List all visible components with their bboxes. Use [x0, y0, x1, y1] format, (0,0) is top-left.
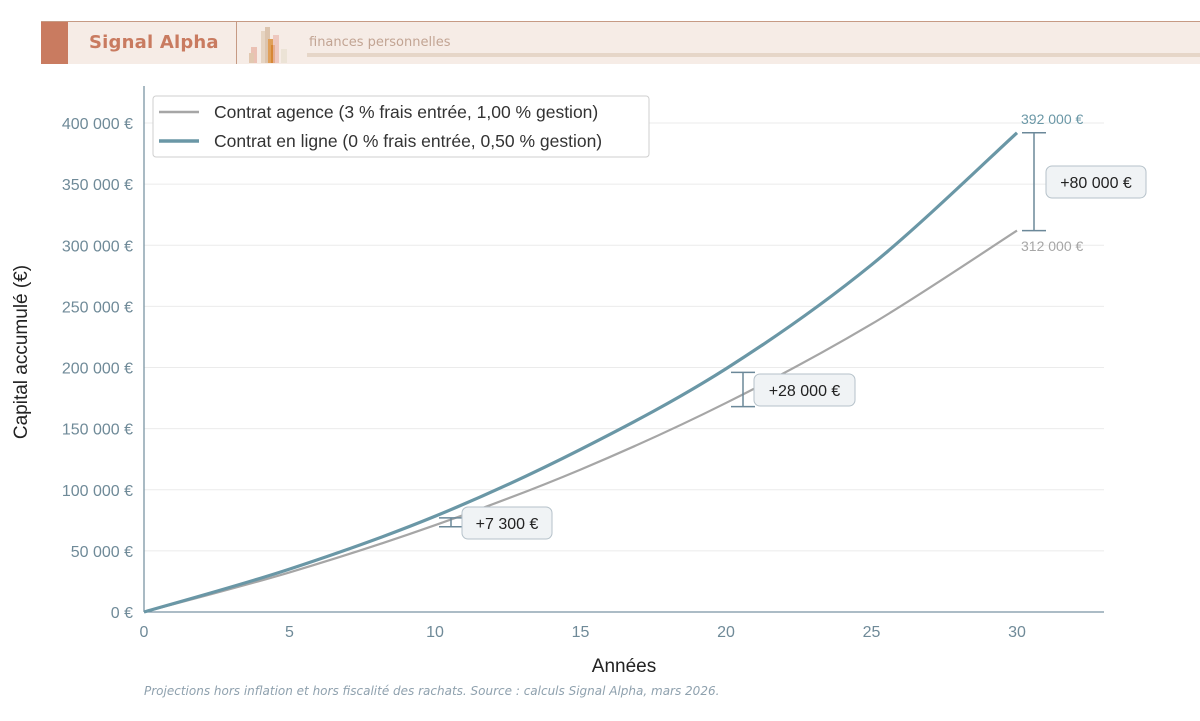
y-tick-label: 200 000 €	[62, 361, 133, 378]
endpoint-label-agency: 312 000 €	[1021, 238, 1083, 254]
x-tick-label: 10	[426, 624, 444, 641]
y-tick-label: 250 000 €	[62, 299, 133, 316]
x-tick-label: 0	[140, 624, 149, 641]
y-tick-label: 400 000 €	[62, 116, 133, 133]
bar-chart-logo-icon	[249, 27, 287, 63]
y-tick-label: 300 000 €	[62, 238, 133, 255]
x-tick-label: 5	[285, 624, 294, 641]
legend-box	[152, 95, 650, 158]
brand-banner: Signal Alpha finances personnelles	[41, 21, 1200, 64]
gap-label: +80 000 €	[1060, 175, 1132, 192]
x-tick-label: 25	[863, 624, 881, 641]
y-tick-label: 150 000 €	[62, 422, 133, 439]
x-axis-label: Années	[592, 656, 656, 677]
tagline: finances personnelles	[309, 35, 451, 50]
x-tick-label: 20	[717, 624, 735, 641]
series-line-agency	[143, 229, 1018, 614]
x-tick-label: 30	[1008, 624, 1026, 641]
y-tick-label: 50 000 €	[71, 544, 133, 561]
y-tick-label: 100 000 €	[62, 483, 133, 500]
gap-label-box	[461, 506, 553, 540]
series-line-online	[143, 131, 1019, 614]
endpoint-label-online: 392 000 €	[1021, 111, 1083, 127]
gap-label-box	[1045, 165, 1147, 199]
gap-label-box	[753, 373, 856, 407]
brand-divider	[236, 22, 237, 64]
brand-name: Signal Alpha	[89, 32, 219, 53]
gap-label: +28 000 €	[769, 383, 841, 400]
y-axis-label: Capital accumulé (€)	[11, 265, 32, 439]
y-tick-label: 350 000 €	[62, 177, 133, 194]
legend-label: Contrat agence (3 % frais entrée, 1,00 %…	[214, 102, 598, 122]
footnote: Projections hors inflation et hors fisca…	[144, 684, 720, 698]
x-tick-label: 15	[572, 624, 590, 641]
gap-label: +7 300 €	[476, 516, 539, 533]
brand-color-block	[41, 22, 68, 64]
y-tick-label: 0 €	[111, 605, 133, 622]
tagline-rule	[307, 53, 1200, 57]
legend-label: Contrat en ligne (0 % frais entrée, 0,50…	[214, 131, 602, 151]
